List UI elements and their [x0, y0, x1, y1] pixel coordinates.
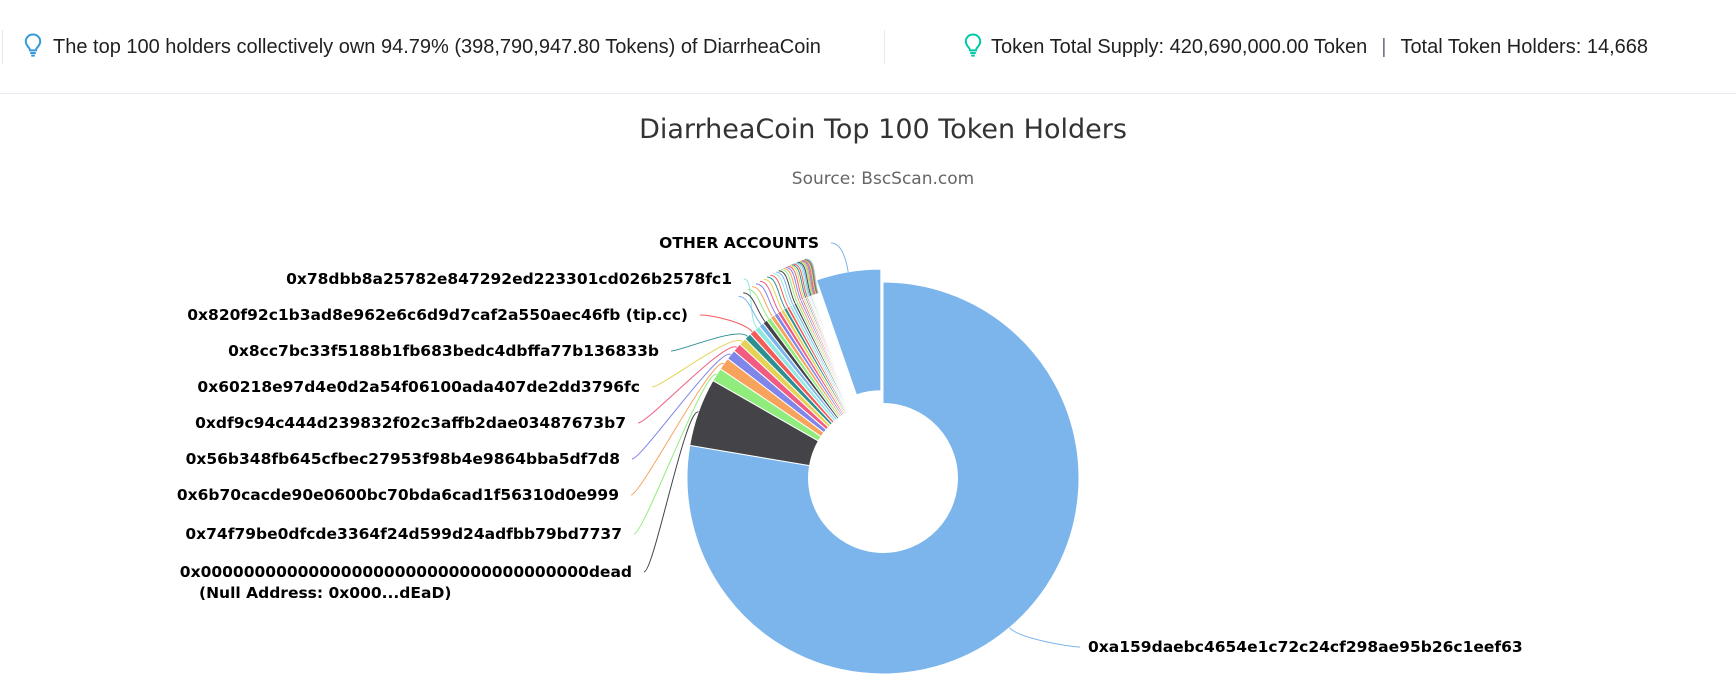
pie-slices — [686, 268, 1080, 675]
label-connector — [801, 260, 815, 295]
label-connector — [781, 269, 798, 303]
info-divider-middle — [884, 30, 885, 64]
holders-pie-chart: DiarrheaCoin Top 100 Token Holders Sourc… — [177, 114, 1523, 675]
label-connector — [830, 242, 849, 273]
total-supply: Token Total Supply: 420,690,000.00 Token — [991, 36, 1368, 58]
pie-slice[interactable] — [686, 281, 1080, 675]
chart-subtitle: Source: BscScan.com — [792, 169, 974, 189]
label-connector — [743, 278, 758, 329]
lightbulb-icon — [964, 33, 982, 57]
label-connector — [775, 271, 794, 305]
label-connector — [793, 263, 808, 298]
label-connector — [770, 274, 789, 307]
slice-label: 0x820f92c1b3ad8e962e6c6d9d7caf2a550aec46… — [187, 306, 688, 324]
label-connector — [803, 259, 817, 294]
label-connector — [805, 258, 819, 294]
slice-label: 0xa159daebc4654e1c72c24cf298ae95b26c1eef… — [1088, 638, 1523, 656]
slice-label: 0x60218e97d4e0d2a54f06100ada407de2dd3796… — [197, 378, 640, 396]
slice-label: 0x000000000000000000000000000000000000de… — [180, 563, 632, 581]
slice-labels: 0xa159daebc4654e1c72c24cf298ae95b26c1eef… — [177, 234, 1523, 656]
label-connector — [643, 411, 699, 573]
label-connector — [789, 265, 805, 299]
total-holders: Total Token Holders: 14,668 — [1400, 36, 1649, 58]
pie-slice[interactable] — [815, 268, 882, 396]
label-connector — [755, 283, 777, 315]
label-connector — [783, 267, 800, 302]
label-connector — [630, 363, 725, 496]
label-connector — [1009, 627, 1081, 648]
label-connector — [738, 295, 762, 325]
label-connector — [670, 333, 748, 352]
supply-and-holders: Token Total Supply: 420,690,000.00 Token… — [991, 34, 1648, 60]
info-divider-left — [2, 30, 3, 64]
label-connector — [787, 265, 804, 300]
slice-label: 0x56b348fb645cfbec27953f98b4e9864bba5df7… — [186, 450, 620, 468]
label-connectors — [630, 242, 1081, 648]
slice-label: OTHER ACCOUNTS — [659, 234, 819, 252]
label-connector — [797, 261, 812, 296]
label-connector — [796, 262, 811, 297]
separator: | — [1381, 36, 1387, 58]
label-connector — [778, 270, 796, 304]
label-connector — [785, 266, 802, 301]
chart-title: DiarrheaCoin Top 100 Token Holders — [639, 114, 1127, 145]
label-connector — [743, 292, 766, 322]
top-holders-summary: The top 100 holders collectively own 94.… — [53, 36, 821, 58]
label-connector — [804, 259, 818, 294]
label-connector — [751, 286, 773, 317]
info-bar: The top 100 holders collectively own 94.… — [0, 0, 1736, 94]
slice-label: 0xdf9c94c444d239832f02c3affb2dae03487673… — [195, 414, 626, 432]
label-connector — [766, 276, 786, 309]
label-connector — [794, 262, 810, 297]
label-connector — [699, 314, 753, 333]
slice-label: 0x6b70cacde90e0600bc70bda6cad1f56310d0e9… — [177, 486, 619, 504]
label-connector — [631, 354, 732, 460]
slice-label: 0x78dbb8a25782e847292ed223301cd026b2578f… — [286, 270, 732, 288]
label-connector — [798, 261, 813, 296]
lightbulb-icon — [24, 33, 42, 57]
label-connector — [763, 278, 783, 311]
label-connector — [637, 346, 738, 424]
label-connector — [802, 259, 816, 295]
label-connector — [651, 339, 743, 388]
slice-label: 0x8cc7bc33f5188b1fb683bedc4dbffa77b13683… — [228, 342, 659, 360]
label-connector — [791, 264, 807, 299]
label-connector — [800, 260, 814, 296]
slice-label-subline: (Null Address: 0x000...dEaD) — [199, 584, 451, 602]
label-connector — [759, 280, 780, 313]
label-connector — [747, 289, 770, 320]
slice-label: 0x74f79be0dfcde3364f24d599d24adfbb79bd77… — [185, 525, 622, 543]
label-connector — [773, 273, 791, 306]
label-connector — [633, 374, 717, 535]
label-connector — [806, 258, 819, 294]
